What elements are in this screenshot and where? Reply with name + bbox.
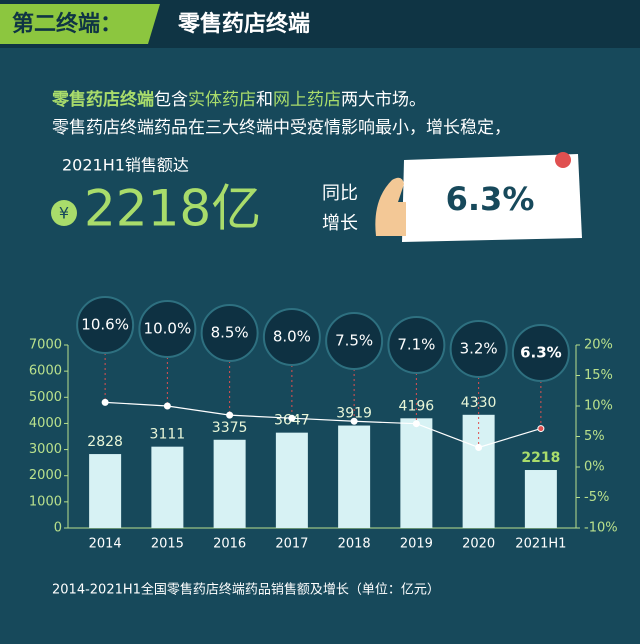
x-tick-label: 2019: [400, 537, 433, 552]
y-tick-label: 5000: [29, 390, 62, 405]
growth-bubble: [449, 320, 508, 378]
growth-value-label: 6.3%: [520, 344, 562, 362]
header-title: 零售药店终端: [177, 11, 310, 37]
amount: 2218亿: [84, 180, 261, 238]
growth-value-label: 7.1%: [397, 336, 435, 354]
hand-icon: [375, 177, 406, 236]
growth-point: [163, 402, 171, 410]
header-tag-bg: [0, 4, 160, 44]
growth-value-label: 8.5%: [211, 324, 249, 342]
x-tick-label: 2017: [275, 537, 308, 552]
card: [402, 154, 582, 242]
y2-tick-label: 15%: [584, 368, 613, 383]
y2-tick-label: 10%: [584, 399, 613, 414]
growth-point: [288, 414, 296, 422]
currency: ¥: [59, 204, 69, 223]
highlight: 零售药店终端: [51, 89, 154, 110]
y-tick-label: 4000: [29, 416, 62, 431]
growth-value-label: 3.2%: [460, 340, 498, 358]
growth-bubble: [262, 308, 321, 366]
y2-tick-label: -5%: [584, 490, 609, 505]
growth-bubble: [76, 296, 135, 354]
growth-bubble: [325, 312, 384, 370]
growth-label: 同比: [322, 183, 358, 204]
header-tag: 第二终端：: [12, 11, 122, 37]
intro-line3: 2021H1销售额达: [62, 156, 189, 175]
growth-bubble: [387, 316, 446, 374]
y2-tick-label: 0%: [584, 460, 605, 475]
text: 和: [256, 90, 273, 110]
y2-tick-label: 5%: [584, 429, 605, 444]
bar: [462, 414, 495, 528]
bar-value-label: 3375: [212, 420, 248, 436]
bar: [213, 439, 246, 528]
x-tick-label: 2021H1: [515, 537, 566, 552]
chart: 0 1000 2000 3000 4000 5000 6000 7000 -10% -5% 0% 5%…: [29, 296, 618, 552]
bar-value-label: 3919: [336, 406, 372, 422]
y2-tick-label: -10%: [584, 521, 618, 536]
growth-label: 增长: [322, 213, 358, 234]
bar: [400, 418, 433, 528]
growth-value-label: 10.0%: [144, 320, 192, 338]
highlight: 实体药店: [188, 90, 256, 110]
x-tick-label: 2014: [89, 537, 122, 552]
y-tick-label: 7000: [29, 338, 62, 353]
growth-value-label: 8.0%: [273, 328, 311, 346]
intro-line2: 零售药店终端药品在三大终端中受疫情影响最小，增长稳定，: [52, 118, 511, 138]
highlight: 网上药店: [273, 90, 341, 110]
ribbon: [555, 152, 571, 168]
bar: [89, 454, 122, 528]
bar: [338, 425, 371, 528]
growth-bubble: [511, 324, 570, 382]
growth-point: [101, 398, 109, 406]
x-tick-label: 2020: [462, 537, 495, 552]
growth-bubble: [200, 304, 259, 362]
text: 包含: [154, 90, 188, 110]
growth-bubble: [138, 300, 197, 358]
growth-value-label: 7.5%: [335, 332, 373, 350]
bar-value-label: 2218: [521, 450, 560, 466]
bar: [275, 432, 308, 528]
growth-value: 6.3%: [446, 180, 535, 218]
x-tick-label: 2016: [213, 537, 246, 552]
y-tick-label: 3000: [29, 442, 62, 457]
growth-line: [105, 401, 542, 449]
x-tick-label: 2018: [338, 537, 371, 552]
y-tick-label: 2000: [29, 468, 62, 483]
bar-value-label: 3111: [150, 427, 186, 443]
intro-line1: 零售药店终端包含实体药店和网上药店两大市场。: [51, 89, 426, 110]
y-tick-label: 0: [54, 521, 62, 536]
growth-point: [475, 443, 483, 451]
growth-point: [226, 411, 234, 419]
y-tick-label: 1000: [29, 494, 62, 509]
bar-value-label: 4196: [399, 398, 435, 414]
growth-point: [537, 425, 545, 433]
text: 两大市场。: [341, 90, 426, 110]
caption: 2014-2021H1全国零售药店终端药品销售额及增长（单位：亿元）: [52, 582, 440, 598]
growth-value-label: 10.6%: [81, 316, 129, 334]
x-tick-label: 2015: [151, 537, 184, 552]
growth-point: [350, 417, 358, 425]
currency-badge: [51, 200, 77, 226]
y-tick-label: 6000: [29, 364, 62, 379]
y2-tick-label: 20%: [584, 338, 613, 353]
bar: [524, 470, 557, 528]
growth-point: [412, 420, 420, 428]
bar-value-label: 2828: [87, 434, 123, 450]
bar: [151, 446, 184, 528]
